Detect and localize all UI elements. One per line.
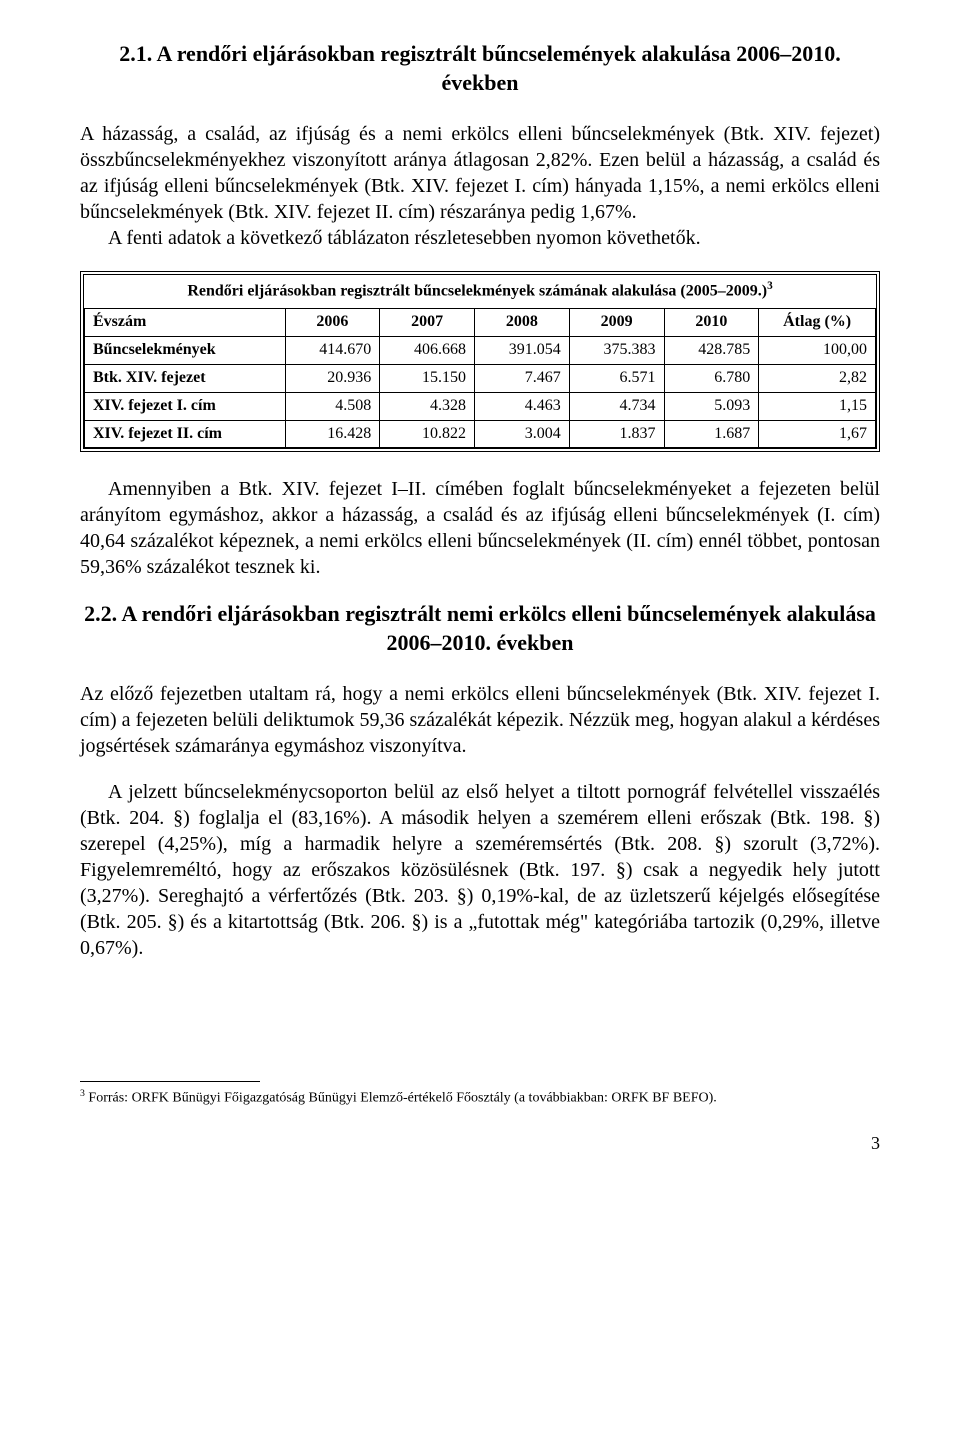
table-cell: 16.428	[285, 420, 380, 448]
paragraph-1b-text: A fenti adatok a következő táblázaton ré…	[80, 225, 701, 251]
table-cell: 4.734	[569, 392, 664, 420]
table-cell: 1.687	[664, 420, 759, 448]
table-cell: 3.004	[475, 420, 570, 448]
row-label: XIV. fejezet II. cím	[85, 420, 286, 448]
table-row: XIV. fejezet II. cím16.42810.8223.0041.8…	[85, 420, 876, 448]
page-number: 3	[80, 1132, 880, 1155]
table-cell: 4.508	[285, 392, 380, 420]
table-cell: 1,15	[759, 392, 876, 420]
table-cell: 15.150	[380, 364, 475, 392]
table-body: Bűncselekmények414.670406.668391.054375.…	[85, 337, 876, 448]
paragraph-3: Az előző fejezetben utaltam rá, hogy a n…	[80, 681, 880, 759]
table-caption-footnote-ref: 3	[767, 280, 773, 292]
table-cell: 391.054	[475, 337, 570, 365]
paragraph-1-text: A házasság, a család, az ifjúság és a ne…	[80, 123, 880, 223]
table-cell: 20.936	[285, 364, 380, 392]
table-cell: 406.668	[380, 337, 475, 365]
table-cell: 6.780	[664, 364, 759, 392]
crime-table-wrapper: Rendőri eljárásokban regisztrált bűncsel…	[80, 271, 880, 452]
table-caption: Rendőri eljárásokban regisztrált bűncsel…	[84, 275, 876, 308]
row-label: XIV. fejezet I. cím	[85, 392, 286, 420]
col-2009: 2009	[569, 309, 664, 337]
section-heading-2-2: 2.2. A rendőri eljárásokban regisztrált …	[80, 600, 880, 657]
table-cell: 1,67	[759, 420, 876, 448]
row-label: Btk. XIV. fejezet	[85, 364, 286, 392]
table-row: XIV. fejezet I. cím4.5084.3284.4634.7345…	[85, 392, 876, 420]
row-label: Bűncselekmények	[85, 337, 286, 365]
table-cell: 4.328	[380, 392, 475, 420]
col-year-label: Évszám	[85, 309, 286, 337]
paragraph-4: A jelzett bűncselekménycsoporton belül a…	[80, 779, 880, 961]
col-avg: Átlag (%)	[759, 309, 876, 337]
paragraph-ratio: Amennyiben a Btk. XIV. fejezet I–II. cím…	[80, 476, 880, 580]
table-cell: 6.571	[569, 364, 664, 392]
footnote-3: 3 Forrás: ORFK Bűnügyi Főigazgatóság Bűn…	[80, 1088, 880, 1108]
table-row: Btk. XIV. fejezet20.93615.1507.4676.5716…	[85, 364, 876, 392]
table-header-row: Évszám 2006 2007 2008 2009 2010 Átlag (%…	[85, 309, 876, 337]
section-heading-2-1: 2.1. A rendőri eljárásokban regisztrált …	[80, 40, 880, 97]
table-cell: 4.463	[475, 392, 570, 420]
footnote-text: Forrás: ORFK Bűnügyi Főigazgatóság Bűnüg…	[85, 1091, 717, 1106]
table-cell: 414.670	[285, 337, 380, 365]
col-2006: 2006	[285, 309, 380, 337]
col-2007: 2007	[380, 309, 475, 337]
paragraph-intro: A házasság, a család, az ifjúság és a ne…	[80, 121, 880, 251]
col-2010: 2010	[664, 309, 759, 337]
table-cell: 428.785	[664, 337, 759, 365]
footnote-separator	[80, 1081, 260, 1082]
crime-table: Évszám 2006 2007 2008 2009 2010 Átlag (%…	[84, 308, 876, 448]
table-cell: 1.837	[569, 420, 664, 448]
col-2008: 2008	[475, 309, 570, 337]
table-caption-text: Rendőri eljárásokban regisztrált bűncsel…	[187, 283, 767, 300]
table-cell: 2,82	[759, 364, 876, 392]
table-cell: 100,00	[759, 337, 876, 365]
table-cell: 5.093	[664, 392, 759, 420]
table-cell: 7.467	[475, 364, 570, 392]
table-row: Bűncselekmények414.670406.668391.054375.…	[85, 337, 876, 365]
table-cell: 10.822	[380, 420, 475, 448]
table-cell: 375.383	[569, 337, 664, 365]
